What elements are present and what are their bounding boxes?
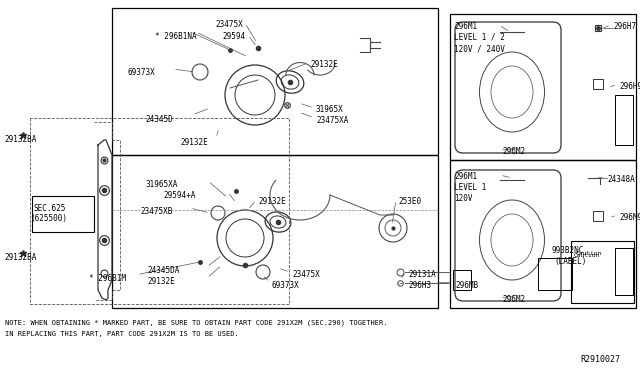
Bar: [450, 14, 636, 160]
Text: 296M1: 296M1: [454, 172, 477, 181]
Text: IN REPLACING THIS PART, PART CODE 291X2M IS TO BE USED.: IN REPLACING THIS PART, PART CODE 291X2M…: [5, 331, 239, 337]
Bar: [615, 248, 633, 295]
Text: * 296B1NA: * 296B1NA: [155, 32, 196, 41]
Text: 296M1: 296M1: [454, 22, 477, 31]
Text: Caution: Caution: [576, 251, 602, 256]
Text: NOTE: WHEN OBTAINING * MARKED PART, BE SURE TO OBTAIN PART CODE 291X2M (SEC.290): NOTE: WHEN OBTAINING * MARKED PART, BE S…: [5, 320, 387, 327]
Bar: [112, 8, 438, 155]
Text: Caution: Caution: [574, 253, 600, 258]
Bar: [32, 196, 94, 232]
Text: 296M2: 296M2: [502, 295, 525, 304]
Bar: [453, 270, 471, 290]
Text: R2910027: R2910027: [580, 355, 620, 364]
Text: 253E0: 253E0: [398, 197, 421, 206]
Text: 29132E: 29132E: [147, 277, 175, 286]
Text: 296H3: 296H3: [408, 281, 431, 290]
Text: 296H7: 296H7: [613, 22, 636, 31]
Text: 31965X: 31965X: [316, 105, 344, 114]
Bar: [450, 160, 636, 308]
Text: 120V: 120V: [454, 194, 472, 203]
Text: SEC.625: SEC.625: [33, 204, 65, 213]
Text: 120V / 240V: 120V / 240V: [454, 44, 505, 53]
Text: 296MB: 296MB: [455, 281, 478, 290]
Text: 31965XA: 31965XA: [145, 180, 177, 189]
Text: 24348A: 24348A: [607, 175, 635, 184]
Text: 29132E: 29132E: [180, 138, 208, 147]
Text: 24345DA: 24345DA: [147, 266, 179, 275]
Text: 69373X: 69373X: [128, 68, 156, 77]
Text: LEVEL 1: LEVEL 1: [454, 183, 486, 192]
Text: LEVEL 1 / 2: LEVEL 1 / 2: [454, 33, 505, 42]
Text: 296M9: 296M9: [619, 213, 640, 222]
Text: 296M2: 296M2: [502, 147, 525, 156]
Text: 993B2NC: 993B2NC: [552, 246, 584, 255]
Bar: [112, 155, 438, 308]
Text: 23475XB: 23475XB: [140, 207, 172, 216]
Text: * 296B1M: * 296B1M: [89, 274, 126, 283]
Text: 29132E: 29132E: [258, 197, 285, 206]
Text: 23475XA: 23475XA: [316, 116, 348, 125]
Text: 23475X: 23475X: [215, 20, 243, 29]
Bar: [538, 258, 572, 290]
Text: 23475X: 23475X: [292, 270, 320, 279]
Bar: [571, 241, 634, 303]
Text: 296H9: 296H9: [619, 82, 640, 91]
Text: 29594: 29594: [222, 32, 245, 41]
Text: (LABEL): (LABEL): [554, 257, 586, 266]
Text: (625500): (625500): [30, 214, 67, 223]
Text: 24345D: 24345D: [145, 115, 173, 124]
Text: 29594+A: 29594+A: [163, 191, 195, 200]
Text: 29132BA: 29132BA: [4, 253, 36, 262]
Text: 69373X: 69373X: [272, 281, 300, 290]
Text: 29132E: 29132E: [310, 60, 338, 69]
Text: 29131A: 29131A: [408, 270, 436, 279]
Text: 29132BA: 29132BA: [4, 135, 36, 144]
Bar: [615, 95, 633, 145]
